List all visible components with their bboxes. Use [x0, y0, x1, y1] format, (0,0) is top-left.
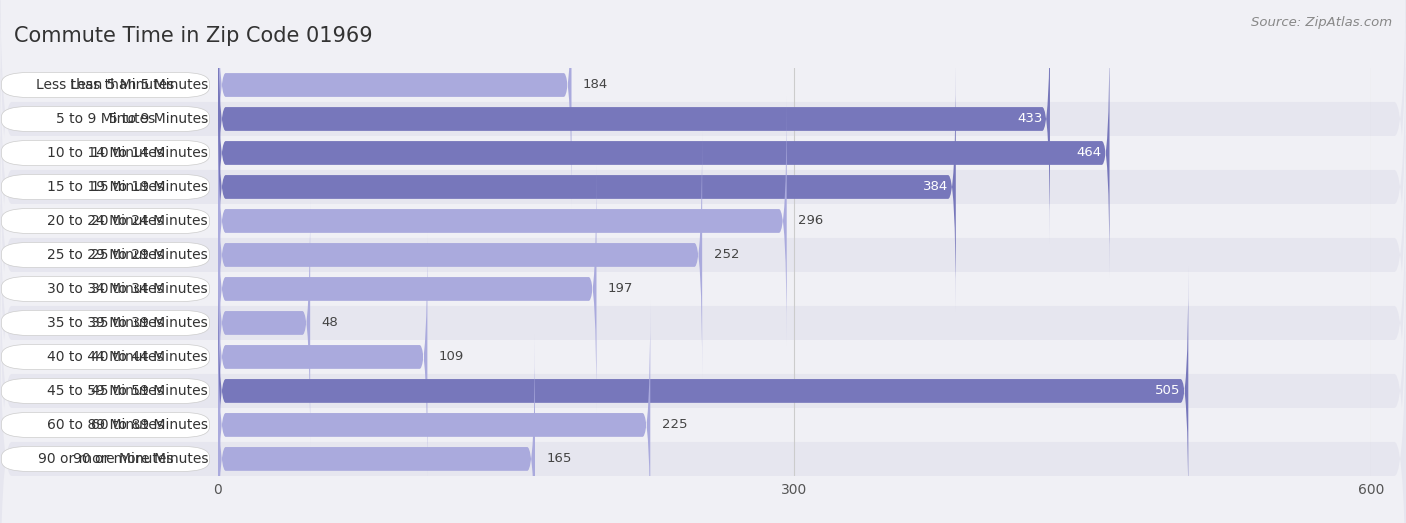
FancyBboxPatch shape: [0, 0, 1406, 306]
Text: Less than 5 Minutes: Less than 5 Minutes: [37, 78, 174, 92]
Text: 10 to 14 Minutes: 10 to 14 Minutes: [46, 146, 165, 160]
Text: 5 to 9 Minutes: 5 to 9 Minutes: [56, 112, 155, 126]
Text: 60 to 89 Minutes: 60 to 89 Minutes: [91, 418, 208, 432]
Text: 109: 109: [439, 350, 464, 363]
FancyBboxPatch shape: [218, 335, 534, 523]
Text: 25 to 29 Minutes: 25 to 29 Minutes: [46, 248, 165, 262]
Text: 45 to 59 Minutes: 45 to 59 Minutes: [91, 384, 208, 398]
FancyBboxPatch shape: [0, 272, 1406, 523]
Text: 384: 384: [922, 180, 948, 194]
FancyBboxPatch shape: [218, 233, 427, 481]
FancyBboxPatch shape: [218, 0, 1050, 243]
FancyBboxPatch shape: [0, 136, 1406, 510]
Text: 184: 184: [583, 78, 609, 92]
FancyBboxPatch shape: [218, 0, 571, 209]
Text: Commute Time in Zip Code 01969: Commute Time in Zip Code 01969: [14, 26, 373, 46]
FancyBboxPatch shape: [0, 170, 1406, 523]
Text: 35 to 39 Minutes: 35 to 39 Minutes: [46, 316, 165, 330]
FancyBboxPatch shape: [0, 102, 1406, 476]
Text: 48: 48: [322, 316, 339, 329]
FancyBboxPatch shape: [218, 97, 787, 345]
Text: 40 to 44 Minutes: 40 to 44 Minutes: [48, 350, 163, 364]
Text: 20 to 24 Minutes: 20 to 24 Minutes: [91, 214, 208, 228]
Text: 5 to 9 Minutes: 5 to 9 Minutes: [108, 112, 208, 126]
FancyBboxPatch shape: [218, 267, 1188, 515]
FancyBboxPatch shape: [0, 34, 1406, 408]
Text: 60 to 89 Minutes: 60 to 89 Minutes: [46, 418, 165, 432]
Text: 25 to 29 Minutes: 25 to 29 Minutes: [91, 248, 208, 262]
Text: 225: 225: [662, 418, 688, 431]
FancyBboxPatch shape: [0, 238, 1406, 523]
Text: 197: 197: [607, 282, 633, 295]
Text: 296: 296: [799, 214, 824, 228]
FancyBboxPatch shape: [0, 204, 1406, 523]
Text: 252: 252: [714, 248, 740, 262]
FancyBboxPatch shape: [218, 165, 596, 413]
FancyBboxPatch shape: [218, 29, 1109, 277]
Text: Less than 5 Minutes: Less than 5 Minutes: [70, 78, 208, 92]
FancyBboxPatch shape: [218, 301, 650, 523]
Text: 30 to 34 Minutes: 30 to 34 Minutes: [48, 282, 163, 296]
Text: 90 or more Minutes: 90 or more Minutes: [73, 452, 208, 466]
Text: 15 to 19 Minutes: 15 to 19 Minutes: [46, 180, 165, 194]
Text: 40 to 44 Minutes: 40 to 44 Minutes: [91, 350, 208, 364]
Text: 20 to 24 Minutes: 20 to 24 Minutes: [48, 214, 163, 228]
FancyBboxPatch shape: [0, 0, 1406, 272]
FancyBboxPatch shape: [0, 0, 1406, 374]
Text: 35 to 39 Minutes: 35 to 39 Minutes: [91, 316, 208, 330]
Text: 30 to 34 Minutes: 30 to 34 Minutes: [91, 282, 208, 296]
FancyBboxPatch shape: [0, 68, 1406, 442]
Text: 15 to 19 Minutes: 15 to 19 Minutes: [91, 180, 208, 194]
FancyBboxPatch shape: [0, 0, 1406, 340]
Text: 10 to 14 Minutes: 10 to 14 Minutes: [91, 146, 208, 160]
Text: 165: 165: [547, 452, 572, 465]
Text: 505: 505: [1156, 384, 1181, 397]
Text: 433: 433: [1017, 112, 1042, 126]
FancyBboxPatch shape: [218, 63, 956, 311]
Text: 45 to 59 Minutes: 45 to 59 Minutes: [46, 384, 165, 398]
FancyBboxPatch shape: [218, 199, 311, 447]
Text: Source: ZipAtlas.com: Source: ZipAtlas.com: [1251, 16, 1392, 29]
FancyBboxPatch shape: [218, 131, 702, 379]
Text: 464: 464: [1077, 146, 1102, 160]
Text: 90 or more Minutes: 90 or more Minutes: [38, 452, 173, 466]
